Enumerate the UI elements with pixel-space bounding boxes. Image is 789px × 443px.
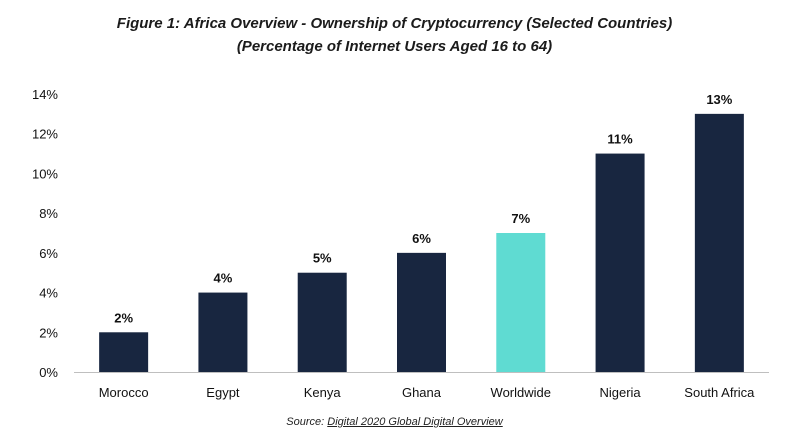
data-label: 7% [511, 211, 530, 226]
data-label: 13% [706, 92, 732, 107]
x-tick-label: Morocco [99, 385, 149, 400]
data-label: 5% [313, 251, 332, 266]
data-label: 11% [607, 132, 633, 147]
y-tick-label: 0% [39, 365, 58, 380]
chart-title: Figure 1: Africa Overview - Ownership of… [116, 15, 673, 32]
y-tick-label: 4% [39, 286, 58, 301]
y-tick-label: 2% [39, 325, 58, 340]
bar-south-africa [694, 113, 744, 372]
bar-kenya [297, 272, 347, 372]
y-tick-label: 10% [32, 166, 58, 181]
data-label: 2% [114, 310, 133, 325]
bar-nigeria [595, 153, 645, 372]
bar-egypt [198, 292, 248, 372]
data-label: 4% [214, 271, 233, 286]
x-tick-label: Nigeria [599, 385, 641, 400]
x-tick-label: Egypt [206, 385, 240, 400]
y-tick-label: 14% [32, 87, 58, 102]
data-label: 6% [412, 231, 431, 246]
y-tick-label: 6% [39, 246, 58, 261]
bar-worldwide [496, 233, 546, 372]
y-tick-label: 12% [32, 127, 58, 142]
y-tick-label: 8% [39, 206, 58, 221]
source-note: Source: Digital 2020 Global Digital Over… [0, 416, 789, 428]
x-tick-label: Kenya [304, 385, 342, 400]
x-tick-label: South Africa [684, 385, 755, 400]
bar-morocco [99, 332, 149, 372]
x-tick-label: Ghana [402, 385, 442, 400]
bar-ghana [397, 252, 446, 372]
x-tick-label: Worldwide [491, 385, 551, 400]
source-prefix: Source: [286, 416, 328, 428]
source-link[interactable]: Digital 2020 Global Digital Overview [327, 416, 503, 428]
chart-subtitle: (Percentage of Internet Users Aged 16 to… [236, 38, 553, 55]
